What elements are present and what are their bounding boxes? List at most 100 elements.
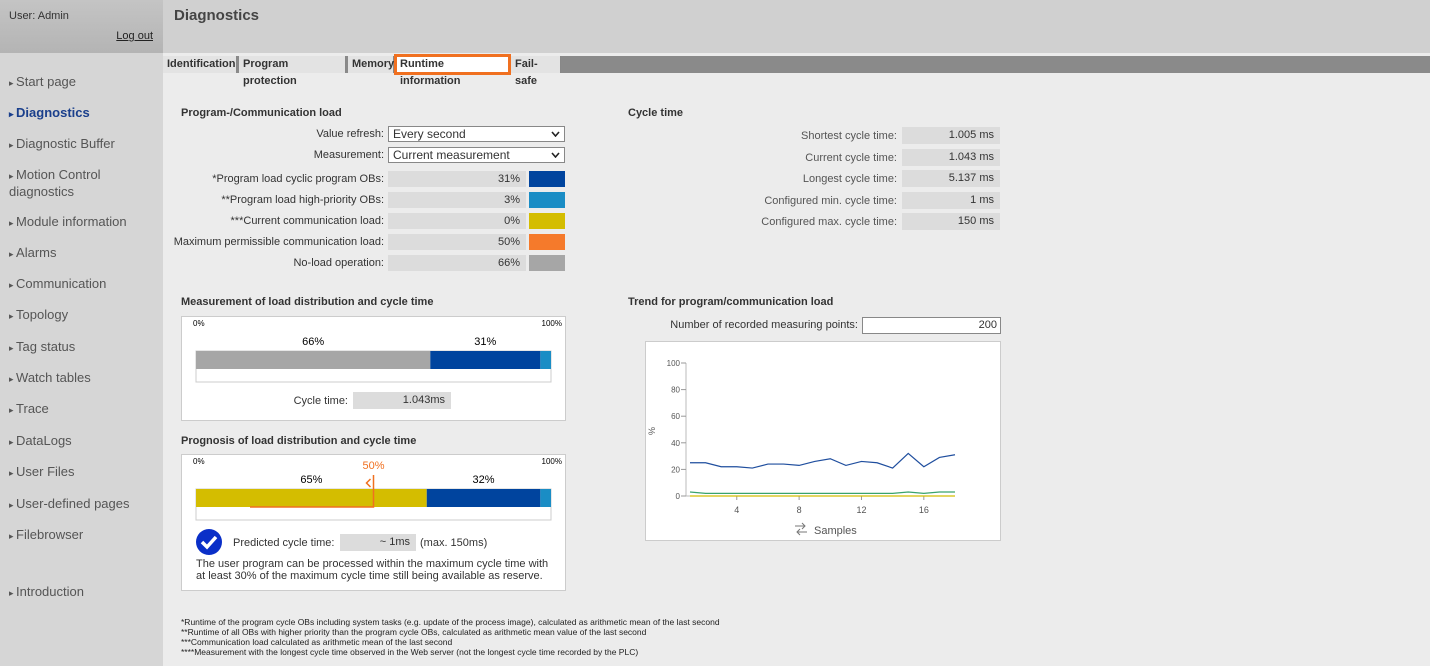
chevron	[551, 131, 560, 137]
section-title: Prognosis of load distribution and cycle…	[181, 435, 417, 447]
segment-label: 31%	[474, 336, 496, 348]
y-tick-label: 20	[671, 465, 680, 474]
segment-label: 32%	[473, 474, 495, 486]
predicted-value: ~ 1ms	[340, 534, 416, 551]
tab[interactable]: Identification	[163, 56, 237, 73]
data-line	[689, 491, 955, 494]
nav-item[interactable]: Alarms	[9, 245, 159, 262]
field-label: ***Current communication load:	[230, 215, 384, 227]
footnote: **Runtime of all OBs with higher priorit…	[181, 627, 647, 637]
bar-segment	[540, 489, 551, 507]
y-tick-label: 100	[667, 359, 681, 368]
field-label: **Program load high-priority OBs:	[221, 194, 384, 206]
cycle-value: 1.043 ms	[902, 148, 1000, 166]
section-title: Measurement of load distribution and cyc…	[181, 296, 434, 308]
segment-label: 66%	[302, 336, 324, 348]
load-value: 3%	[388, 192, 526, 208]
field-label: No-load operation:	[293, 257, 384, 269]
section-title: Program-/Communication load	[181, 107, 342, 119]
field-label: Number of recorded measuring points:	[670, 319, 858, 331]
cycle-value: 5.137 ms	[902, 170, 1000, 187]
nav-item[interactable]: Tag status	[9, 339, 159, 356]
select-value: Every second	[393, 127, 466, 141]
nav-item[interactable]: Start page	[9, 74, 159, 91]
nav-item[interactable]: User-defined pages	[9, 496, 159, 513]
x-tick-label: 12	[856, 505, 866, 515]
cycle-value: 1.043ms	[353, 392, 451, 409]
x-tick-label: 16	[919, 505, 929, 515]
section-title: Cycle time	[628, 107, 684, 119]
color-swatch	[529, 255, 565, 271]
tab[interactable]: Program protection	[239, 56, 346, 87]
load-value: 66%	[388, 255, 526, 271]
refresh-select[interactable]: Every second	[388, 126, 565, 142]
y-tick-label: 80	[671, 386, 680, 395]
ok-icon	[196, 529, 222, 555]
y-tick-label: 40	[671, 439, 680, 448]
x-axis-label: Samples	[814, 525, 857, 537]
chart: 0 20 40 60 80 100 4 8 12 16% Samples	[647, 359, 956, 537]
distribution-bar: 0% 100% 66% 31%	[193, 319, 562, 383]
scale-min: 0%	[193, 319, 205, 328]
y-tick-label: 60	[671, 412, 680, 421]
field-label: Shortest cycle time:	[801, 130, 897, 142]
scale-min: 0%	[193, 457, 205, 466]
field-label: Value refresh:	[316, 128, 384, 140]
footnote: ***Communication load calculated as arit…	[181, 637, 453, 647]
points-input[interactable]: 200	[862, 317, 1001, 334]
tab[interactable]: Memory	[348, 56, 394, 73]
limit-marker	[250, 475, 375, 508]
prognosis-bar: 0% 100% 65% 32% 50%	[193, 457, 562, 521]
nav-item[interactable]: Filebrowser	[9, 527, 159, 544]
field-label: Configured min. cycle time:	[764, 194, 897, 207]
field-label: Measurement:	[313, 149, 384, 161]
page-title: Diagnostics	[174, 7, 260, 24]
nav-item[interactable]: Motion Control diagnostics	[9, 167, 159, 199]
x-tick-label: 4	[734, 505, 739, 515]
color-swatch	[529, 171, 565, 187]
sidebar	[0, 0, 163, 666]
cycle-value: 1.005 ms	[902, 127, 1000, 144]
nav-item[interactable]: Trace	[9, 401, 159, 418]
cycle-value: 1 ms	[902, 191, 1000, 209]
prognosis-message: The user program can be processed within…	[196, 558, 549, 582]
nav-item[interactable]: Diagnostics	[9, 105, 159, 122]
logout-link[interactable]: Log out	[116, 30, 153, 42]
swap-icon	[795, 522, 807, 536]
nav-item[interactable]: Introduction	[9, 584, 159, 601]
field-label: Configured max. cycle time:	[761, 216, 897, 228]
bar-segment	[540, 351, 551, 369]
data-line	[690, 452, 956, 469]
measurement-select[interactable]: Current measurement	[388, 147, 565, 163]
tab[interactable]: Fail-safe	[511, 56, 561, 87]
chevron	[551, 152, 560, 158]
nav-item[interactable]: User Files	[9, 464, 159, 481]
nav-item[interactable]: Communication	[9, 276, 159, 293]
load-value: 50%	[388, 234, 526, 250]
load-value: 0%	[388, 213, 526, 229]
nav-item[interactable]: Watch tables	[9, 370, 159, 387]
nav-item[interactable]: Module information	[9, 214, 159, 231]
chart-panel	[645, 341, 1001, 541]
scale-max: 100%	[542, 319, 562, 328]
load-value: 31%	[388, 171, 526, 187]
limit-label: 50%	[362, 460, 384, 472]
y-axis-label: %	[647, 427, 657, 435]
bar-segment	[196, 489, 427, 507]
nav-item[interactable]: DataLogs	[9, 433, 159, 450]
footnote: ****Measurement with the longest cycle t…	[181, 647, 639, 657]
bar-segment	[426, 489, 541, 507]
select-value: Current measurement	[393, 148, 510, 162]
section-title: Trend for program/communication load	[628, 296, 834, 308]
nav-item[interactable]: Diagnostic Buffer	[9, 136, 159, 153]
footnote: *Runtime of the program cycle OBs includ…	[181, 617, 720, 627]
tab[interactable]: Runtime information	[394, 54, 511, 87]
x-tick-label: 8	[797, 505, 802, 515]
field-label: Longest cycle time:	[802, 173, 897, 185]
nav-item[interactable]: Topology	[9, 307, 159, 324]
field-label: Maximum permissible communication load:	[173, 236, 384, 248]
color-swatch	[529, 192, 565, 208]
cycle-value: 150 ms	[902, 213, 1000, 230]
user-panel	[0, 0, 163, 53]
